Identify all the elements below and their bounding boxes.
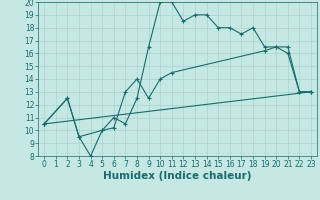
X-axis label: Humidex (Indice chaleur): Humidex (Indice chaleur): [103, 171, 252, 181]
